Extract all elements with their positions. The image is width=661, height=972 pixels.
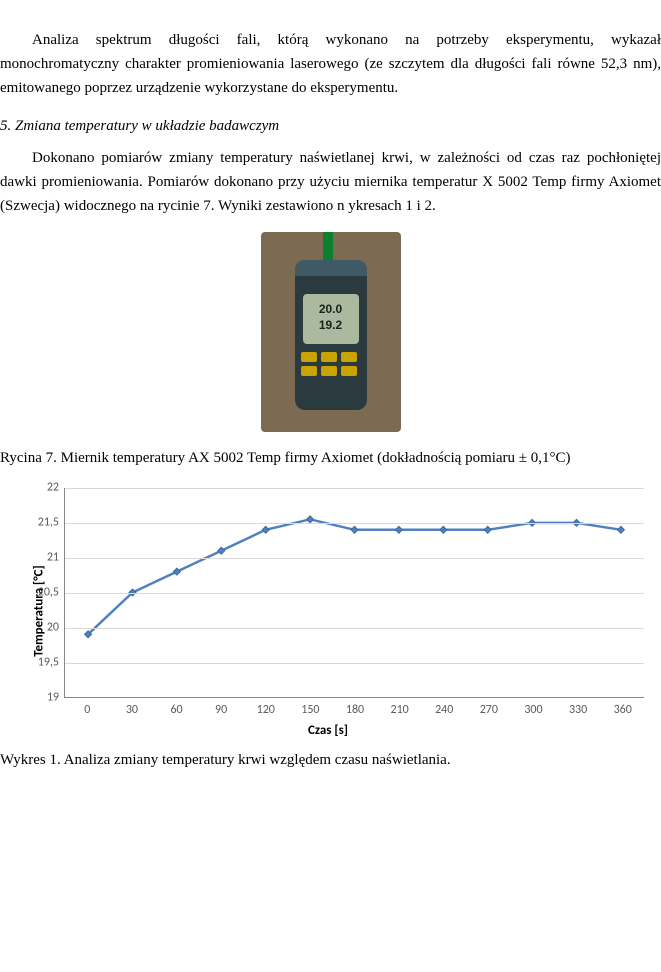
section-heading-text: 5. Zmiana temperatury w układzie badawcz…: [0, 118, 279, 134]
chart-xtick: 240: [435, 697, 453, 720]
chart-xtick: 30: [126, 697, 138, 720]
chart-ytick: 19: [47, 688, 65, 707]
chart-xtick: 120: [257, 697, 275, 720]
chart-xtick: 210: [390, 697, 408, 720]
chart-xtick: 300: [524, 697, 542, 720]
chart-plot-area: 1919,52020,52121,52203060901201501802102…: [64, 488, 644, 698]
chart-xtick: 330: [569, 697, 587, 720]
chart-xtick: 180: [346, 697, 364, 720]
chart-1: Temperatura [°C] 1919,52020,52121,522030…: [0, 480, 656, 742]
figure-7: 20.0 19.2: [0, 232, 661, 440]
chart-xlabel: Czas [s]: [308, 721, 348, 742]
paragraph-2: Dokonano pomiarów zmiany temperatury naś…: [0, 146, 661, 218]
paragraph-1-text: Analiza spektrum długości fali, którą wy…: [0, 32, 661, 96]
chart-gridline: [65, 593, 644, 594]
chart-xtick: 0: [84, 697, 90, 720]
chart-1-caption: Wykres 1. Analiza zmiany temperatury krw…: [0, 748, 661, 772]
probe-icon: [323, 232, 333, 260]
temperature-meter-photo: 20.0 19.2: [261, 232, 401, 432]
paragraph-2-text: Dokonano pomiarów zmiany temperatury naś…: [0, 150, 661, 214]
figure-7-caption-text: Rycina 7. Miernik temperatury AX 5002 Te…: [0, 450, 571, 466]
chart-ytick: 22: [47, 478, 65, 497]
chart-xtick: 90: [215, 697, 227, 720]
chart-ytick: 19,5: [38, 653, 65, 672]
chart-gridline: [65, 663, 644, 664]
device-reading-bottom: 19.2: [303, 318, 359, 334]
chart-ytick: 21,5: [38, 513, 65, 532]
chart-gridline: [65, 558, 644, 559]
device-top-strip: [295, 260, 367, 276]
chart-xtick: 270: [480, 697, 498, 720]
chart-xtick: 150: [301, 697, 319, 720]
chart-ytick: 21: [47, 548, 65, 567]
chart-gridline: [65, 523, 644, 524]
device-buttons: [301, 352, 361, 376]
device-reading-top: 20.0: [303, 302, 359, 318]
section-heading: 5. Zmiana temperatury w układzie badawcz…: [0, 114, 661, 138]
figure-7-caption: Rycina 7. Miernik temperatury AX 5002 Te…: [0, 446, 661, 470]
chart-xtick: 60: [170, 697, 182, 720]
chart-ylabel: Temperatura [°C]: [29, 565, 50, 657]
paragraph-1: Analiza spektrum długości fali, którą wy…: [0, 28, 661, 100]
chart-ytick: 20: [47, 618, 65, 637]
chart-ytick: 20,5: [38, 583, 65, 602]
chart-1-caption-text: Wykres 1. Analiza zmiany temperatury krw…: [0, 752, 451, 768]
chart-gridline: [65, 628, 644, 629]
chart-gridline: [65, 488, 644, 489]
device-screen: 20.0 19.2: [303, 294, 359, 344]
chart-xtick: 360: [614, 697, 632, 720]
